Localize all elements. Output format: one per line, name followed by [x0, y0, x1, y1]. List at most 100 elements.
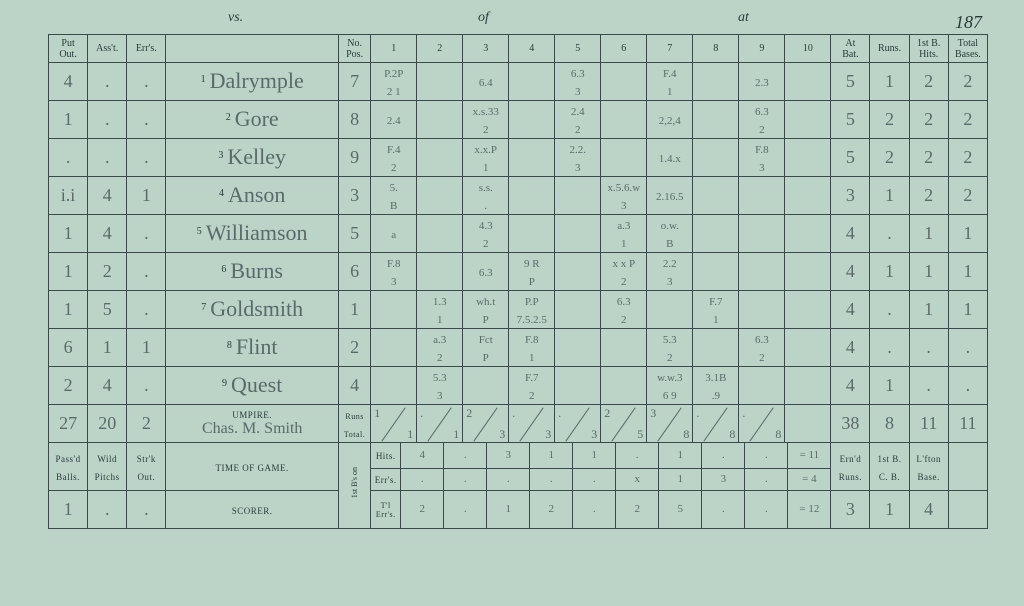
ab: 4: [846, 299, 855, 319]
player-name-cell: 8Flint: [166, 329, 339, 367]
inning-cell: a.3 1: [617, 220, 630, 250]
rt-8: .8: [693, 405, 739, 443]
pos: 8: [350, 109, 359, 129]
inning-cell: a: [391, 229, 396, 241]
tb: 1: [963, 299, 972, 319]
inning-cell: 2.2 3: [663, 258, 677, 288]
pos: 2: [350, 337, 359, 357]
rt-10: [785, 405, 831, 443]
inning-cell: 4.3 2: [479, 220, 493, 250]
rt-9: .8: [739, 405, 785, 443]
tb: .: [966, 337, 971, 357]
tb: 2: [963, 185, 972, 205]
h: 2: [924, 147, 933, 167]
bottom-cell: .: [550, 474, 553, 485]
player-name: Kelley: [227, 144, 286, 169]
player-row: ...3Kelley9F.4 2x.x.P 12.2. 31.4.xF.8 35…: [49, 139, 988, 177]
ab: 4: [846, 223, 855, 243]
pos: 3: [350, 185, 359, 205]
player-row: 1..2Gore82.4x.s.33 22.4 22,2,46.3 25222: [49, 101, 988, 139]
player-name: Williamson: [206, 220, 308, 245]
h: 1: [924, 299, 933, 319]
tb: 1: [963, 261, 972, 281]
inning-cell: F.4 2: [387, 144, 401, 174]
pos: 5: [350, 223, 359, 243]
r: .: [887, 299, 892, 319]
player-name-cell: 6Burns: [166, 253, 339, 291]
bottom-cell: 2: [549, 504, 555, 515]
tl-errs-label: T'l Err's.: [371, 501, 400, 519]
bottom-cell: 1: [505, 504, 511, 515]
total-tb: 11: [959, 413, 976, 433]
inning-cell: 1.3 1: [433, 296, 447, 326]
hits-label: Hits.: [376, 451, 396, 461]
player-row: 15.7Goldsmith11.3 1wh.t PP.P 7.5.2.56.3 …: [49, 291, 988, 329]
hdr-errs: Err's.: [127, 35, 166, 63]
bottom-cell: 4: [419, 450, 425, 461]
inning-cell: 6.3 2: [755, 334, 769, 364]
rt-1: 11: [371, 405, 417, 443]
inning-cell: o.w. B: [661, 220, 679, 250]
bottom-cell: .: [722, 504, 725, 515]
hdr-runs: Runs.: [870, 35, 909, 63]
inning-cell: x x P 2: [612, 258, 635, 288]
total-h: 11: [920, 413, 937, 433]
hdr-put-out: Put Out.: [49, 35, 88, 63]
page-number: 187: [955, 12, 982, 33]
h: 1: [924, 261, 933, 281]
first-bs-on: 1st B's on: [350, 467, 359, 498]
hdr-inn-6: 6: [601, 35, 647, 63]
inning-cell: 6.3 2: [755, 106, 769, 136]
tb: 2: [963, 147, 972, 167]
player-row: 12.6Burns6F.8 36.39 R Px x P 22.2 34111: [49, 253, 988, 291]
passd-balls-label: Pass'd Balls.: [55, 454, 80, 482]
bottom-cell: = 11: [800, 450, 820, 461]
bottom-cell: 2: [419, 504, 425, 515]
player-name: Anson: [228, 182, 285, 207]
vs-label: vs.: [228, 10, 243, 26]
inning-cell: wh.t P: [476, 296, 495, 326]
po: 4: [64, 71, 73, 91]
player-name: Gore: [235, 106, 279, 131]
hdr-inn-10: 10: [785, 35, 831, 63]
e: .: [144, 147, 149, 167]
a: .: [105, 109, 110, 129]
r: 1: [885, 261, 894, 281]
a: 1: [103, 337, 112, 357]
player-name: Flint: [236, 334, 278, 359]
player-name: Goldsmith: [210, 296, 303, 321]
player-row: 14.5Williamson5a4.3 2a.3 1o.w. B4.11: [49, 215, 988, 253]
bottom-row-1: Pass'd Balls. Wild Pitchs Str'k Out. TIM…: [49, 443, 988, 469]
r: 2: [885, 109, 894, 129]
bottom-cell: .: [464, 504, 467, 515]
inning-cell: 2.4: [387, 115, 401, 127]
e: .: [144, 299, 149, 319]
inning-cell: 2,2,4: [659, 115, 681, 127]
pos: 9: [350, 147, 359, 167]
bottom-cell: 1: [678, 474, 684, 485]
e: .: [144, 375, 149, 395]
scorecard-table: Put Out. Ass't. Err's. No. Pos. 1 2 3 4 …: [48, 34, 988, 529]
ernd-runs-label: Ern'd Runs.: [839, 454, 862, 482]
inning-cell: P.2P 2 1: [384, 68, 403, 98]
player-row: 24.9Quest45.3 3F.7 2w.w.3 6 93.1B .941..: [49, 367, 988, 405]
bottom-cell: .: [765, 504, 768, 515]
po: 2: [64, 375, 73, 395]
inning-cell: Fct P: [479, 334, 493, 364]
e: .: [144, 71, 149, 91]
bottom-cell: .: [593, 504, 596, 515]
inning-cell: 6.3 2: [617, 296, 631, 326]
player-row: 4..1Dalrymple7P.2P 2 16.46.3 3F.4 12.351…: [49, 63, 988, 101]
inning-cell: 5.3 3: [433, 372, 447, 402]
time-label: TIME OF GAME.: [216, 463, 289, 473]
errs-row-label: Err's.: [375, 475, 397, 485]
hdr-inn-4: 4: [509, 35, 555, 63]
rt-4: .3: [509, 405, 555, 443]
e: .: [144, 261, 149, 281]
hdr-inn-5: 5: [555, 35, 601, 63]
po: 6: [64, 337, 73, 357]
ab: 5: [846, 109, 855, 129]
a: 5: [103, 299, 112, 319]
lft-base-val: 4: [924, 499, 933, 519]
first-b-cb-val: 1: [885, 499, 894, 519]
